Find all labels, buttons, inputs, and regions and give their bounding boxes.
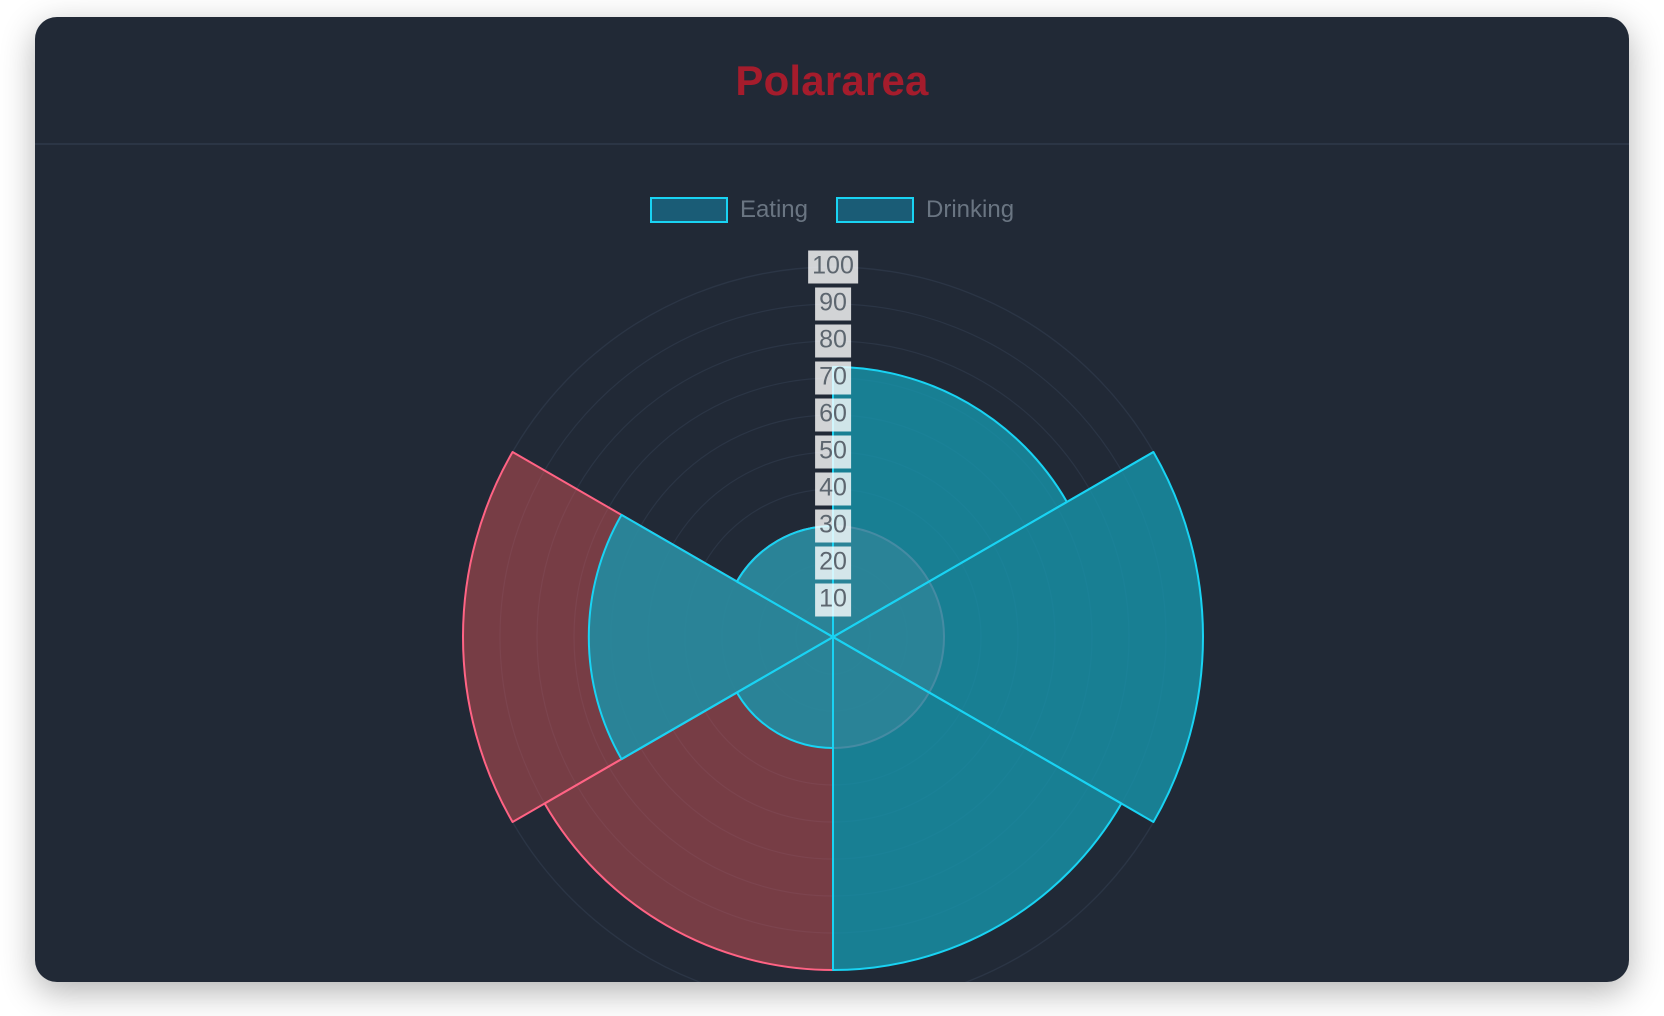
axis-tick-label: 60 (815, 398, 851, 432)
axis-tick-label: 100 (808, 250, 858, 284)
polar-area-chart: 10 20 30 40 50 60 70 80 90 100 (35, 147, 1629, 982)
page-title: Polararea (735, 57, 929, 104)
axis-tick-label: 20 (815, 546, 851, 580)
polar-sector[interactable] (735, 636, 834, 749)
polar-spoke (621, 636, 834, 760)
series-drinking (587, 365, 1204, 971)
polar-spoke (832, 636, 1122, 805)
polar-spoke (832, 451, 1154, 638)
axis-tick-label: 90 (815, 287, 851, 321)
axis-tick-label: 80 (815, 324, 851, 358)
axis-tick-label: 40 (815, 472, 851, 506)
chart-card: Polararea 10 20 30 40 50 60 70 80 90 100 Eating (35, 17, 1629, 982)
axis-tick-label: 50 (815, 435, 851, 469)
polar-chart-svg (462, 266, 1204, 982)
polar-sector[interactable] (832, 636, 1123, 971)
axis-tick-label: 30 (815, 509, 851, 543)
axis-tick-label: 70 (815, 361, 851, 395)
card-header: Polararea (35, 17, 1629, 145)
polar-sector[interactable] (832, 365, 1068, 638)
card-body: 10 20 30 40 50 60 70 80 90 100 Eating Drinking (35, 147, 1629, 982)
polar-sector[interactable] (832, 451, 1204, 823)
polar-sector[interactable] (587, 513, 834, 761)
axis-tick-label: 10 (815, 583, 851, 617)
polar-spoke (736, 580, 834, 638)
